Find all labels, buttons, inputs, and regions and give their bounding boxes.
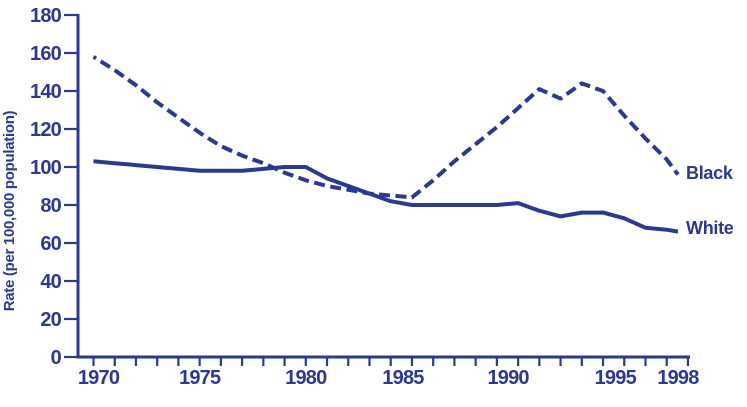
y-tick-label: 20 bbox=[40, 309, 61, 331]
x-tick-label: 1980 bbox=[285, 367, 327, 389]
x-tick-label: 1970 bbox=[78, 367, 120, 389]
y-tick-label: 100 bbox=[30, 157, 62, 179]
y-tick-label: 160 bbox=[30, 43, 62, 65]
x-tick-label: 1985 bbox=[382, 367, 424, 389]
y-tick-label: 180 bbox=[30, 5, 62, 27]
series-label-white: White bbox=[686, 218, 734, 238]
y-tick-label: 80 bbox=[40, 195, 61, 217]
series-line-white bbox=[93, 159, 679, 234]
x-tick-label: 1998 bbox=[657, 367, 699, 389]
series-line-black bbox=[92, 55, 680, 200]
y-tick-label: 120 bbox=[30, 119, 62, 141]
y-tick-label: 40 bbox=[40, 271, 61, 293]
x-tick-label: 1975 bbox=[179, 367, 221, 389]
y-tick-label: 0 bbox=[51, 347, 62, 369]
series-label-black: Black bbox=[686, 163, 734, 183]
x-tick-label: 1995 bbox=[595, 367, 637, 389]
y-tick-label: 140 bbox=[30, 81, 62, 103]
x-tick-label: 1990 bbox=[487, 367, 529, 389]
y-axis-title: Rate (per 100,000 population) bbox=[1, 110, 18, 311]
y-tick-label: 60 bbox=[40, 233, 61, 255]
